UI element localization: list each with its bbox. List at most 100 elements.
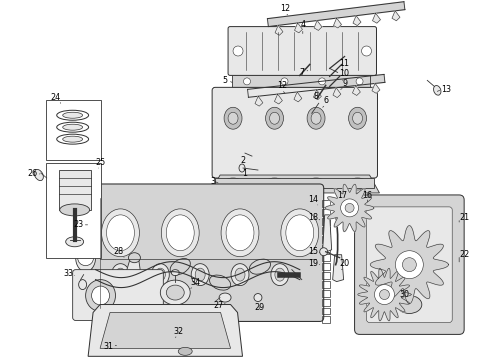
Ellipse shape [128,253,141,263]
Ellipse shape [57,122,89,132]
Polygon shape [119,258,143,305]
Text: 30: 30 [399,290,409,299]
Polygon shape [372,84,380,93]
Ellipse shape [78,280,87,289]
Polygon shape [268,2,405,27]
Polygon shape [88,305,243,356]
Text: 28: 28 [113,247,123,256]
Ellipse shape [210,275,231,290]
Text: 6: 6 [323,96,328,105]
Text: 25: 25 [96,158,106,167]
Ellipse shape [308,94,315,100]
Ellipse shape [166,215,194,251]
Ellipse shape [307,107,325,129]
Bar [322,316,330,323]
Ellipse shape [63,124,83,130]
FancyBboxPatch shape [367,207,452,323]
Polygon shape [255,96,263,106]
Text: 15: 15 [308,247,318,256]
Polygon shape [323,215,332,252]
Polygon shape [100,312,231,348]
Bar [59,170,91,210]
Ellipse shape [281,209,318,257]
Polygon shape [334,18,342,28]
Ellipse shape [161,209,199,257]
Circle shape [362,46,371,56]
Ellipse shape [434,86,441,95]
Circle shape [374,285,394,305]
Text: 3: 3 [211,177,216,186]
FancyBboxPatch shape [355,195,464,334]
Ellipse shape [106,215,134,251]
Ellipse shape [313,94,320,103]
Ellipse shape [265,178,285,190]
Ellipse shape [239,164,245,172]
Text: 21: 21 [459,213,469,222]
Circle shape [379,289,390,300]
Text: 17: 17 [338,192,348,201]
Bar [46,100,100,160]
Bar [322,236,330,243]
Polygon shape [247,75,385,97]
Text: 12: 12 [277,81,287,90]
Text: 7: 7 [299,68,304,77]
Bar [322,280,330,288]
Ellipse shape [92,286,110,305]
Ellipse shape [275,268,285,281]
Ellipse shape [271,264,289,285]
Polygon shape [325,184,374,231]
Text: 27: 27 [213,301,223,310]
Polygon shape [353,16,361,26]
Ellipse shape [166,285,184,300]
Ellipse shape [34,170,43,181]
Circle shape [281,78,288,85]
Bar [322,289,330,297]
Polygon shape [275,25,283,35]
Bar [322,272,330,279]
Circle shape [233,46,243,56]
Text: 19: 19 [308,259,318,268]
Polygon shape [352,86,360,95]
Ellipse shape [266,107,284,129]
Text: 11: 11 [340,59,349,68]
Ellipse shape [228,112,238,124]
Ellipse shape [219,293,231,302]
Ellipse shape [311,112,321,124]
Text: 13: 13 [441,85,451,94]
Ellipse shape [223,178,243,190]
Bar [215,178,374,188]
Circle shape [341,199,359,217]
Polygon shape [294,23,302,33]
Ellipse shape [130,274,150,291]
Text: 31: 31 [103,342,114,351]
FancyBboxPatch shape [73,270,163,320]
Polygon shape [210,175,379,193]
Polygon shape [314,90,321,100]
Polygon shape [392,11,400,21]
Ellipse shape [63,136,83,142]
Ellipse shape [119,297,132,309]
Ellipse shape [112,264,129,285]
Text: 32: 32 [173,327,183,336]
Bar [322,209,330,216]
Circle shape [402,258,416,272]
Text: 12: 12 [280,4,290,13]
Ellipse shape [328,79,335,87]
Text: 8: 8 [313,92,318,101]
Ellipse shape [160,280,190,305]
Ellipse shape [57,110,89,120]
Ellipse shape [307,113,314,118]
Circle shape [244,78,250,85]
Ellipse shape [178,347,192,355]
Polygon shape [333,255,343,282]
Ellipse shape [254,293,262,302]
FancyBboxPatch shape [92,184,324,321]
Text: 14: 14 [308,195,318,204]
Text: 10: 10 [340,69,349,78]
Ellipse shape [235,268,245,281]
Text: 18: 18 [308,213,318,222]
Ellipse shape [270,112,279,124]
Text: 2: 2 [241,156,245,165]
Ellipse shape [60,204,90,216]
Ellipse shape [249,259,270,274]
